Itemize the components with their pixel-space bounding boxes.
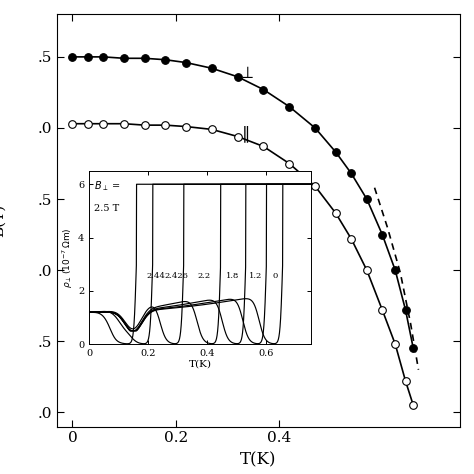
Text: B(T): B(T) bbox=[0, 204, 6, 237]
Text: $\perp$: $\perp$ bbox=[237, 65, 254, 82]
X-axis label: T(K): T(K) bbox=[240, 451, 277, 468]
Text: $\parallel$: $\parallel$ bbox=[237, 125, 249, 146]
